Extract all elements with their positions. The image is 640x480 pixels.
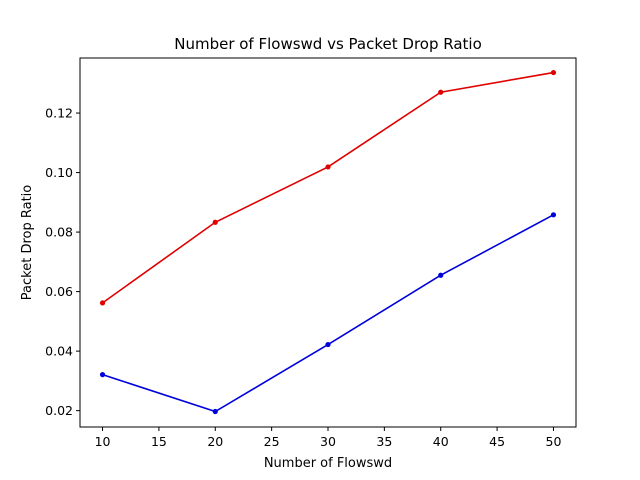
data-point [99,372,106,378]
y-tick-label: 0.10 [45,165,73,180]
y-tick-label: 0.02 [45,403,73,418]
series-0 [99,69,557,306]
series-1 [99,212,557,415]
x-tick-label: 50 [546,434,562,449]
x-tick-label: 30 [320,434,336,449]
data-point [438,272,444,278]
series-line [102,71,554,304]
data-point [550,212,557,218]
series-layer [99,69,557,415]
data-point [212,408,218,415]
data-point [325,341,331,348]
y-tick-label: 0.08 [45,225,73,240]
x-tick-label: 15 [151,434,167,449]
data-point [212,219,218,225]
data-point [99,300,106,306]
x-tick-label: 10 [95,434,111,449]
chart-title: Number of Flowswd vs Packet Drop Ratio [174,35,482,53]
y-axis-label: Packet Drop Ratio [20,185,35,300]
data-point [438,89,444,95]
x-axis-label: Number of Flowswd [264,456,392,471]
y-axis: 0.02 0.04 0.06 0.08 0.10 0.12 [45,106,80,418]
x-tick-label: 40 [433,434,449,449]
x-tick-label: 45 [489,434,505,449]
x-tick-label: 20 [207,434,223,449]
x-axis: 10 15 20 25 30 35 40 45 50 [95,427,562,449]
series-line [102,214,554,413]
y-tick-label: 0.12 [45,106,73,121]
y-tick-label: 0.06 [45,284,73,299]
x-tick-label: 35 [376,434,392,449]
data-point [325,164,331,170]
y-tick-label: 0.04 [45,344,73,359]
x-tick-label: 25 [264,434,280,449]
data-point [550,69,557,76]
